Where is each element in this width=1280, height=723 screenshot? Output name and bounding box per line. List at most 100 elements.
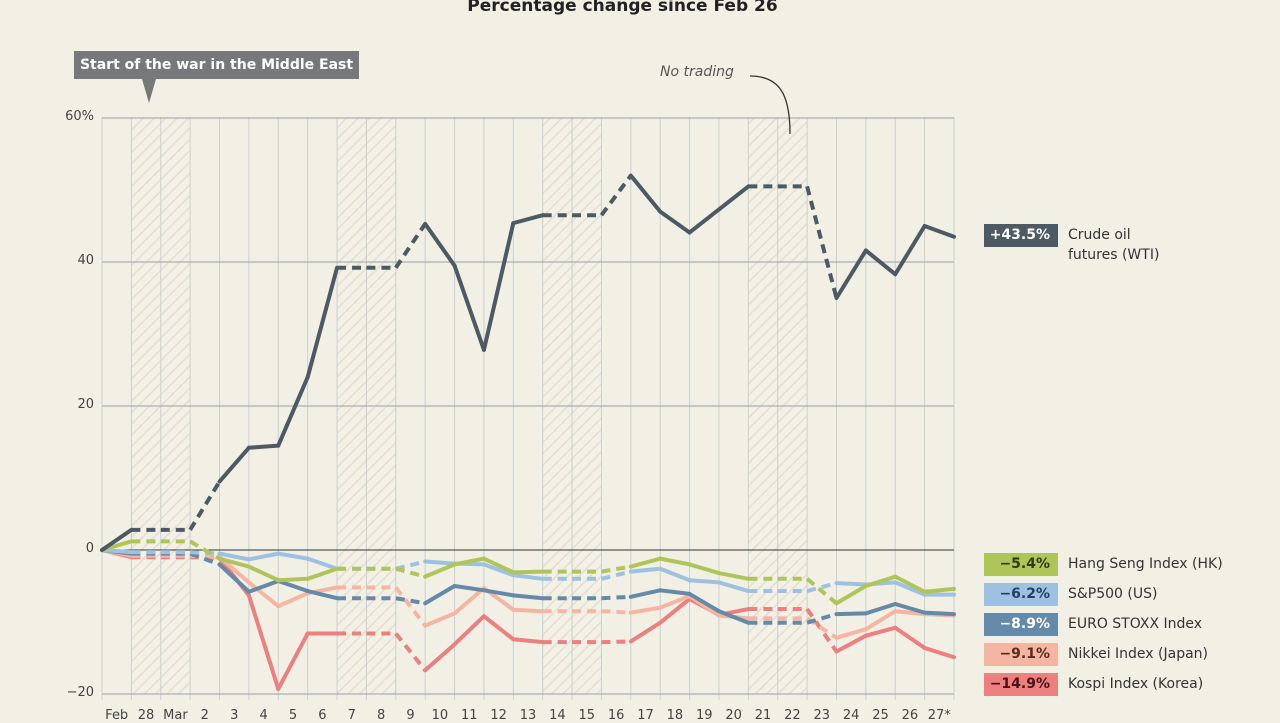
series-segment [511,569,545,575]
series-segment [601,564,632,574]
series-segment [893,574,927,594]
series-segment [834,581,868,587]
x-tick-label: 17 [637,708,654,723]
x-tick-label: 28 [137,708,155,723]
series-segment [893,224,927,277]
x-tick-label: 19 [695,708,713,723]
legend-label: EURO STOXX Index [1068,616,1203,632]
series-segment [217,445,251,484]
series-segment [189,551,221,567]
series-segment [481,614,516,642]
series-segment [834,633,868,654]
series-segment [805,185,839,299]
no-trading-note: No trading [660,64,734,80]
series-segment [452,614,486,647]
series-segment [716,184,751,212]
series-segment [511,593,545,601]
x-tick-label: 10 [431,708,449,723]
x-tick-label: 26 [901,708,919,723]
x-tick-label: 8 [376,708,386,723]
series-segment [276,576,310,583]
series-segment [687,591,721,614]
series-segment [893,580,927,597]
series-segment [628,173,663,214]
y-tick-label: 60% [65,109,94,124]
no-trading-pointer [749,75,791,135]
legend-value-badge: −5.4% [984,553,1058,576]
war-start-callout: Start of the war in the Middle East [74,51,359,79]
series-segment [481,221,516,352]
series-segment [511,607,545,614]
series-segment [276,375,310,448]
series-segment [217,562,251,594]
series-segment [628,566,663,574]
series-segment [423,221,457,268]
series-segment [100,527,134,552]
series-segment [806,581,838,593]
series-segment [423,584,457,606]
x-tick-label: 2 [200,708,209,723]
x-tick-label: 25 [872,708,889,723]
series-segment [394,632,427,672]
grid-lines [101,117,955,700]
y-tick-label: 40 [77,253,94,268]
series-segment [658,588,692,596]
series-segment [716,609,751,625]
x-tick-label: 12 [490,708,507,723]
series-segment [246,578,281,594]
series-segment [600,569,632,581]
series-segment [601,639,631,645]
series-segment [922,586,956,594]
legend-label: Kospi Index (Korea) [1068,676,1204,692]
series-segment [246,580,281,609]
series-segment [658,596,692,625]
series-segment [863,602,898,616]
series-segment [423,559,457,566]
y-tick-label: 0 [85,541,94,556]
x-tick-label: 6 [318,708,327,723]
series-segment [190,550,220,556]
series-segment [687,207,721,235]
series-segment [276,591,310,609]
series-segment [452,584,486,593]
x-tick-label: 5 [288,708,298,723]
x-tick-label: 7 [347,708,356,723]
series-segment [716,571,751,581]
series-lines [100,173,956,691]
series-segment [628,588,663,599]
series-segment [658,594,692,610]
series-segment [687,578,721,585]
series-segment [834,611,868,617]
series-segment [481,556,516,575]
series-segment [305,556,340,571]
series-segment [628,556,663,569]
series-segment [423,562,457,579]
x-tick-label: 27* [927,708,951,723]
series-segment [481,562,516,578]
series-segment [452,556,486,567]
series-segment [863,248,898,277]
series-segment [716,580,751,594]
legend-label: S&P500 (US) [1068,586,1158,602]
x-tick-label: 22 [784,708,801,723]
legend-value-badge: −6.2% [984,583,1058,606]
series-segment [628,620,663,644]
x-tick-label: 16 [607,708,625,723]
x-tick-label: 14 [549,708,566,723]
y-tick-label: −20 [66,685,94,700]
legend-value-badge: +43.5% [984,224,1058,247]
series-segment [601,594,631,601]
series-segment [658,566,692,583]
x-tick-label: 21 [754,708,772,723]
series-segment [246,551,281,562]
series-segment [834,248,868,300]
series-segment [511,213,545,226]
series-segment [834,627,868,640]
series-segment [276,551,310,561]
series-segment [246,564,281,583]
legend-value-badge: −14.9% [984,673,1058,696]
series-segment [893,625,927,650]
x-tick-label: 18 [666,708,684,723]
series-segment [863,574,898,588]
